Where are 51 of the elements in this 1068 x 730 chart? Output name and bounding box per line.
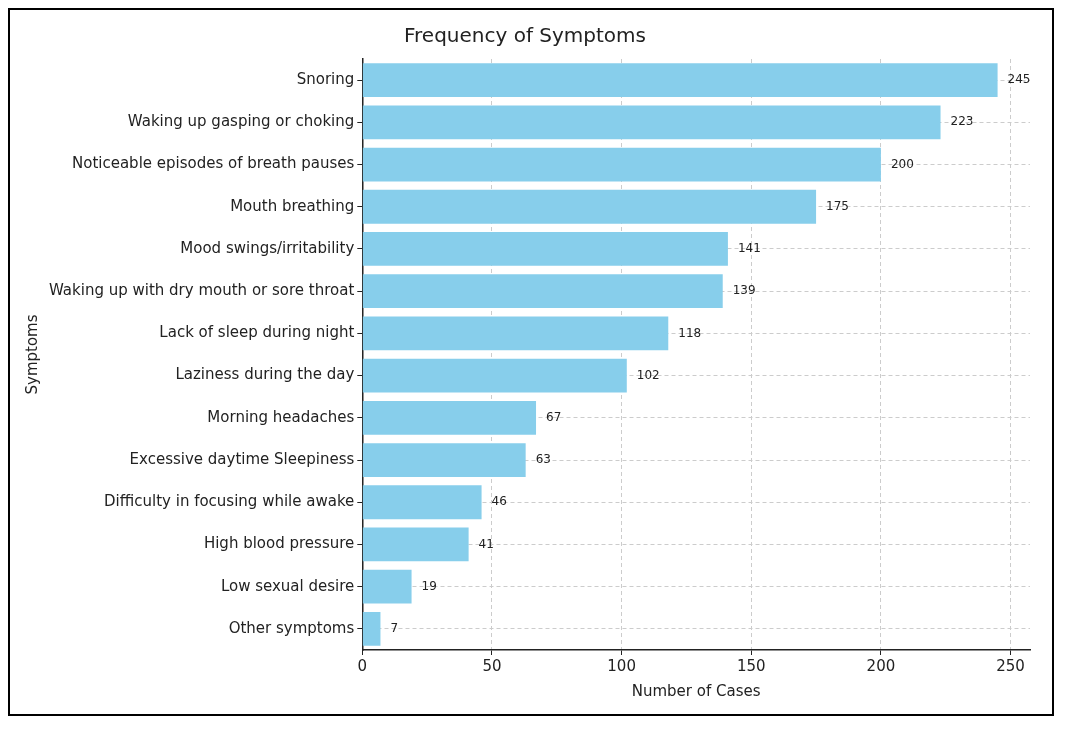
x-tick-label: 100 [607, 656, 636, 675]
bar [362, 485, 482, 520]
y-tick-label: Low sexual desire [220, 576, 355, 595]
bar [362, 612, 381, 646]
bar [362, 105, 941, 140]
bar [362, 63, 998, 97]
bar [362, 527, 469, 562]
data-label: 63 [535, 452, 551, 467]
y-tick-label: Waking up with dry mouth or sore throat [48, 281, 355, 300]
bar [362, 232, 728, 266]
y-tick-label: Excessive daytime Sleepiness [129, 449, 355, 468]
x-tick-label: 0 [357, 656, 368, 675]
bar [362, 316, 669, 351]
y-tick-label: High blood pressure [203, 534, 355, 553]
y-tick-label: Other symptoms [228, 618, 355, 637]
y-tick-label: Difficulty in focusing while awake [104, 492, 355, 511]
data-label: 200 [890, 156, 914, 171]
bar [362, 358, 627, 393]
bar [362, 443, 526, 477]
y-tick-label: Mood swings/irritability [180, 238, 355, 257]
x-tick-label: 200 [866, 656, 896, 675]
data-label: 223 [950, 114, 974, 129]
data-label: 245 [1007, 72, 1031, 87]
x-tick-label: 150 [736, 656, 766, 675]
data-label: 118 [678, 325, 702, 340]
data-label: 67 [546, 409, 562, 424]
bar [362, 569, 412, 604]
x-axis-title: Number of Cases [631, 681, 761, 700]
data-label: 7 [390, 621, 399, 636]
x-tick-label: 50 [482, 656, 502, 675]
data-label: 102 [636, 367, 660, 382]
y-tick-label: Snoring [296, 70, 355, 88]
y-tick-label: Mouth breathing [230, 196, 355, 215]
y-tick-label: Morning headaches [207, 407, 355, 426]
y-tick-label: Lack of sleep during night [159, 323, 355, 342]
bar [362, 274, 723, 309]
data-label: 41 [478, 536, 494, 551]
y-tick-label: Noticeable episodes of breath pauses [72, 154, 355, 173]
bar [362, 189, 817, 224]
bar [362, 147, 881, 182]
bar [362, 400, 537, 435]
y-tick-label: Waking up gasping or choking [127, 112, 355, 131]
chart-title: Frequency of Symptoms [403, 23, 647, 48]
x-tick-label: 250 [996, 656, 1025, 675]
data-label: 141 [737, 241, 761, 256]
y-tick-label: Laziness during the day [175, 365, 355, 384]
y-axis-title: Symptoms [22, 314, 41, 395]
data-label: 175 [826, 198, 849, 213]
data-label: 46 [491, 494, 507, 509]
data-label: 139 [732, 283, 756, 298]
data-label: 19 [421, 578, 437, 593]
